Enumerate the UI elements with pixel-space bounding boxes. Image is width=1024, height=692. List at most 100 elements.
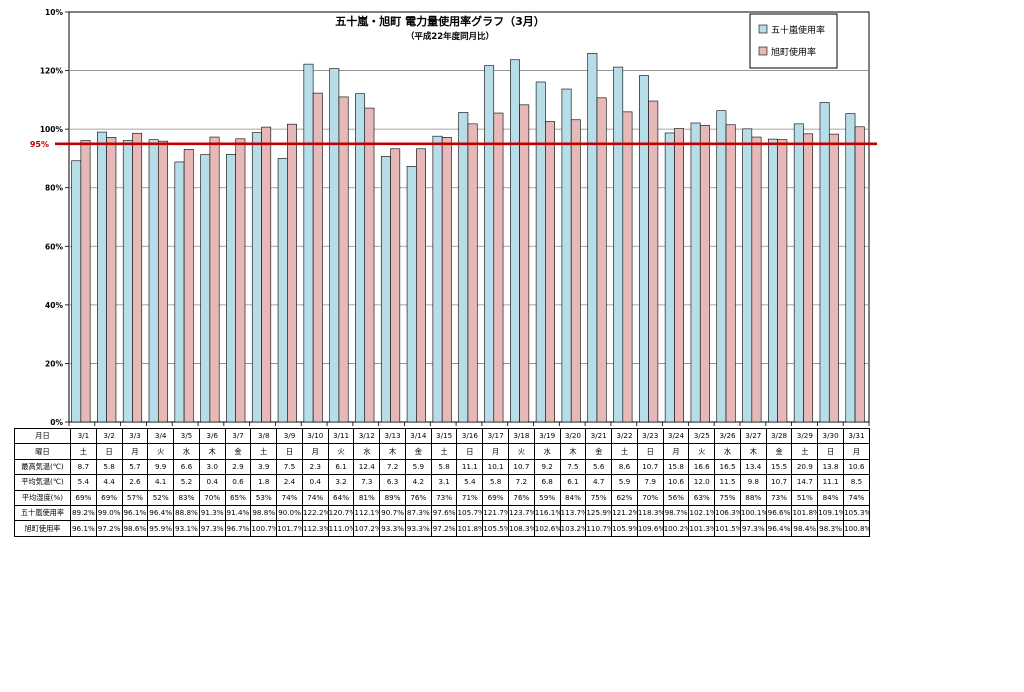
bar-ikarashi — [71, 160, 82, 423]
table-cell: 12.0 — [688, 474, 716, 491]
bar-asahimachi — [803, 133, 814, 423]
y-tick-label: 80% — [45, 184, 63, 193]
table-cell: 9.2 — [533, 458, 561, 476]
table-cell: 7.9 — [636, 474, 664, 491]
table-cell: 97.6% — [430, 504, 458, 522]
table-cell: 73% — [430, 489, 458, 506]
table-cell: 11.5 — [714, 474, 741, 491]
table-cell: 火 — [327, 443, 355, 460]
table-cell: 57% — [121, 489, 149, 506]
table-cell: 62% — [611, 489, 638, 506]
table-cell: 3.2 — [327, 474, 355, 491]
table-cell: 98.7% — [662, 504, 690, 522]
table-cell: 105.7% — [456, 504, 484, 522]
bar-asahimachi — [364, 107, 375, 423]
table-cell: 71% — [456, 489, 484, 506]
table-cell: 10.6 — [842, 458, 871, 476]
table-cell: 100.1% — [739, 504, 767, 522]
bar-asahimachi — [596, 97, 607, 423]
table-cell: 土 — [430, 443, 458, 460]
table-cell: 月 — [662, 443, 690, 460]
table-cell: 87.3% — [404, 504, 432, 522]
table-cell: 3/17 — [482, 427, 510, 445]
table-cell: 3/3 — [121, 427, 149, 445]
table-cell: 84% — [559, 489, 587, 506]
bar-asahimachi — [183, 149, 194, 423]
table-cell: 日 — [276, 443, 303, 460]
y-tick-label: 100% — [40, 125, 64, 134]
table-cell: 火 — [508, 443, 535, 460]
table-cell: 3/1 — [70, 427, 97, 445]
table-cell: 日 — [817, 443, 844, 460]
table-cell: 109.1% — [817, 504, 844, 522]
table-cell: 水 — [714, 443, 741, 460]
reference-line-group: 95% — [30, 140, 877, 149]
table-cell: 56% — [662, 489, 690, 506]
table-cell: 103.2% — [559, 520, 587, 537]
table-cell: 90.7% — [379, 504, 406, 522]
table-cell: 3/16 — [456, 427, 484, 445]
table-cell: 16.6 — [688, 458, 716, 476]
table-cell: 4.2 — [404, 474, 432, 491]
table-cell: 10.7 — [636, 458, 664, 476]
table-cell: 9.8 — [739, 474, 767, 491]
bar-ikarashi — [535, 81, 546, 423]
bar-ikarashi — [561, 88, 572, 423]
table-cell: 2.9 — [224, 458, 252, 476]
table-cell: 日 — [456, 443, 484, 460]
table-cell: 3.0 — [198, 458, 226, 476]
avg-humidity-row: 平均湿度(%) 69% 69% 57% 52% 83% 70% 65% 53% 74% 74% 64%… — [14, 489, 871, 506]
table-cell: 16.5 — [714, 458, 741, 476]
bar-ikarashi — [122, 140, 133, 423]
table-cell: 3/11 — [327, 427, 355, 445]
table-cell: 11.1 — [817, 474, 844, 491]
row-label: 曜日 — [14, 443, 71, 460]
bar-ikarashi — [148, 139, 159, 423]
bar-ikarashi — [664, 132, 675, 423]
table-cell: 日 — [95, 443, 123, 460]
month-day-row: 月日 3/1 3/2 3/3 3/4 3/5 3/6 3/7 3/8 3/9 3/10 3/11 3/1… — [14, 427, 871, 445]
bar-asahimachi — [287, 123, 297, 423]
row-label: 月日 — [14, 427, 71, 445]
bar-asahimachi — [828, 133, 839, 423]
table-cell: 89% — [379, 489, 406, 506]
bar-asahimachi — [261, 126, 272, 423]
table-cell: 98.8% — [250, 504, 278, 522]
table-cell: 火 — [688, 443, 716, 460]
table-cell: 69% — [95, 489, 123, 506]
table-cell: 2.4 — [276, 474, 303, 491]
bar-ikarashi — [793, 123, 804, 423]
bar-ikarashi — [458, 112, 469, 423]
table-cell: 74% — [301, 489, 329, 506]
table-cell: 10.7 — [765, 474, 793, 491]
bar-ikarashi — [200, 154, 211, 423]
table-cell: 100.8% — [842, 520, 871, 537]
table-cell: 3/30 — [817, 427, 844, 445]
bar-ikarashi — [484, 65, 495, 423]
table-cell: 105.3% — [842, 504, 871, 522]
table-cell: 10.7 — [508, 458, 535, 476]
table-cell: 水 — [353, 443, 381, 460]
table-cell: 6.8 — [533, 474, 561, 491]
table-cell: 121.2% — [611, 504, 638, 522]
bars — [71, 52, 865, 423]
y-tick-label: 120% — [40, 67, 64, 76]
table-cell: 7.3 — [353, 474, 381, 491]
table-cell: 5.4 — [456, 474, 484, 491]
table-cell: 5.7 — [121, 458, 149, 476]
bar-ikarashi — [303, 63, 314, 423]
table-cell: 6.1 — [327, 458, 355, 476]
data-table: 月日 3/1 3/2 3/3 3/4 3/5 3/6 3/7 3/8 3/9 3/10 3/11 3/1… — [14, 427, 871, 537]
table-cell: 97.3% — [198, 520, 226, 537]
bar-ikarashi — [509, 59, 520, 423]
table-cell: 59% — [533, 489, 561, 506]
table-cell: 7.2 — [379, 458, 406, 476]
bar-asahimachi — [519, 104, 530, 423]
bar-asahimachi — [545, 121, 555, 423]
table-cell: 75% — [585, 489, 613, 506]
table-cell: 101.5% — [714, 520, 741, 537]
table-cell: 3/4 — [147, 427, 175, 445]
bar-asahimachi — [132, 132, 143, 423]
table-cell: 月 — [842, 443, 871, 460]
bar-ikarashi — [277, 158, 288, 423]
